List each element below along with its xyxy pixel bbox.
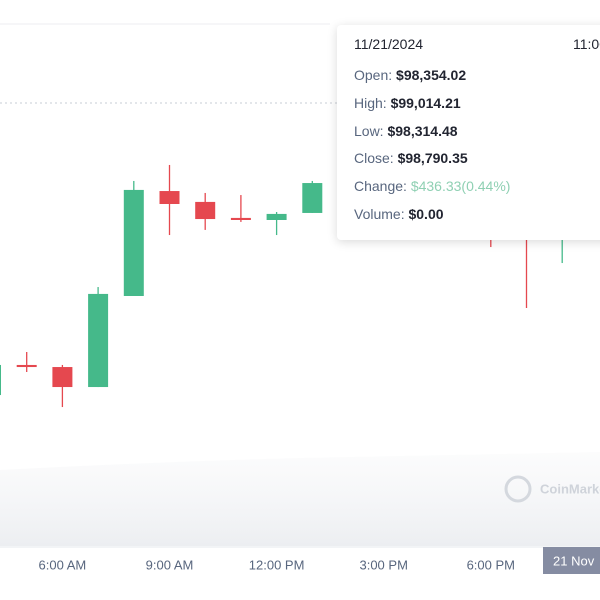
candle-body <box>159 191 180 204</box>
tooltip-row: High: $99,014.21 <box>354 95 461 111</box>
candle-body <box>0 364 1 396</box>
tooltip-label: Volume: <box>354 206 405 222</box>
tooltip-row: Change: $436.33(0.44%) <box>354 178 510 194</box>
tooltip-label: Close: <box>354 150 394 167</box>
x-tick-label: 12:00 PM <box>249 557 305 572</box>
tooltip-row: Open: $98,354.02 <box>354 67 466 83</box>
candle-body <box>302 183 323 213</box>
navigator-area <box>0 452 600 546</box>
x-tick-label: 6:00 AM <box>39 557 87 572</box>
candle-body <box>195 201 216 220</box>
tooltip-value: $99,014.21 <box>390 94 461 111</box>
tooltip-label: High: <box>354 94 387 111</box>
candle-body <box>123 189 144 296</box>
tooltip-row: Low: $98,314.48 <box>354 123 458 139</box>
tooltip-row: Close: $98,790.35 <box>354 150 468 166</box>
watermark: CoinMarketCap <box>540 481 600 496</box>
tooltip-value: $98,314.48 <box>387 122 458 139</box>
tooltip-label: Change: <box>354 178 407 195</box>
crosshair-label-box <box>543 547 600 574</box>
tooltip-label: Open: <box>354 67 393 83</box>
crosshair-label: 21 Nov <box>553 553 595 568</box>
candle-body <box>52 367 73 388</box>
candle-body <box>230 217 251 220</box>
x-tick-label: 9:00 AM <box>146 557 194 572</box>
candle-body <box>16 364 37 368</box>
x-tick-label: 6:00 PM <box>467 557 515 572</box>
tooltip-value: $98,354.02 <box>396 67 467 83</box>
tooltip-value: $98,790.35 <box>397 150 468 167</box>
candle-body <box>88 293 109 388</box>
tooltip-date: 11/21/2024 <box>354 36 424 52</box>
watermark-logo <box>504 475 532 503</box>
candle-body <box>266 213 287 220</box>
tooltip-time: 11:00 <box>573 36 600 52</box>
tooltip-row: Volume: $0.00 <box>354 206 444 222</box>
tooltip-value: $0.00 <box>408 206 444 222</box>
tooltip-label: Low: <box>354 122 384 139</box>
tooltip: 11/21/2024 11:00 Open: $98,354.02 High: $… <box>337 25 600 240</box>
tooltip-value: $436.33(0.44%) <box>410 178 511 195</box>
x-tick-label: 3:00 PM <box>359 557 407 572</box>
